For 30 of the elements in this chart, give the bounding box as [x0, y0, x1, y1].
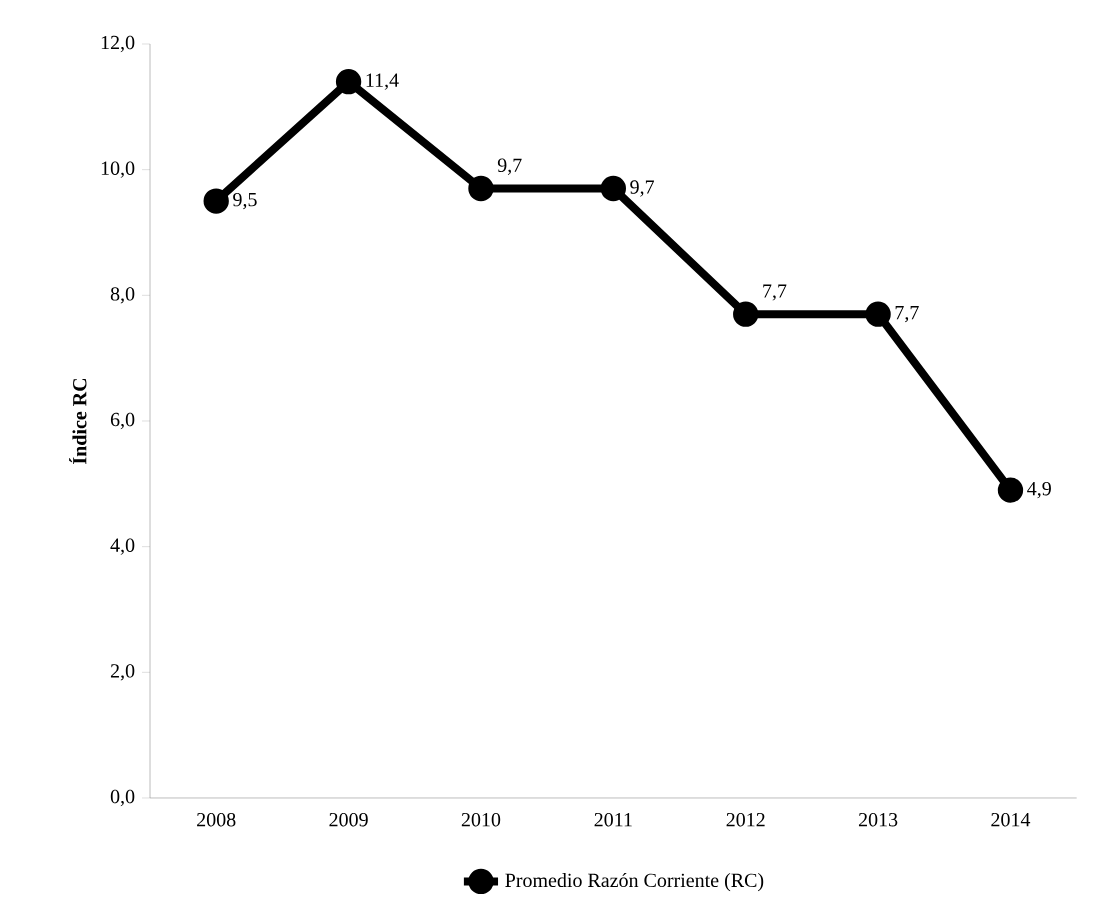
- point: [997, 477, 1024, 503]
- x-tick-label: 2011: [594, 812, 632, 827]
- x-tick-label: 2009: [329, 812, 368, 827]
- point: [203, 188, 229, 214]
- point: [600, 175, 626, 202]
- y-axis-title: Índice RC: [69, 378, 87, 464]
- point: [865, 301, 891, 327]
- x-tick-label: 2012: [726, 812, 765, 827]
- y-tick-label: 12,0: [101, 35, 135, 53]
- point: [733, 301, 759, 327]
- x-tick-label: 2010: [461, 812, 501, 827]
- y-tick-label: 2,0: [110, 664, 135, 681]
- y-tick-label: 0,0: [110, 789, 135, 807]
- x-tick-label: 2008: [197, 812, 236, 827]
- x-tick-label: 2014: [991, 812, 1031, 827]
- data-label: 9,5: [233, 192, 257, 210]
- y-tick-label: 6,0: [110, 412, 135, 430]
- x-tick-label: 2013: [858, 812, 898, 827]
- point: [468, 175, 494, 202]
- data-label: 9,7: [630, 180, 655, 197]
- y-tick-label: 8,0: [110, 287, 135, 304]
- data-label: 7,7: [763, 284, 787, 301]
- y-tick-label: 4,0: [110, 538, 135, 555]
- data-label: 4,9: [1027, 481, 1051, 499]
- point: [335, 69, 362, 95]
- legend-label: Promedio Razón Corriente (RC): [505, 872, 764, 892]
- data-label: 9,7: [497, 158, 522, 175]
- y-tick-label: 10,0: [101, 161, 135, 178]
- data-label: 11,4: [366, 73, 399, 90]
- data-label: 7,7: [895, 306, 919, 323]
